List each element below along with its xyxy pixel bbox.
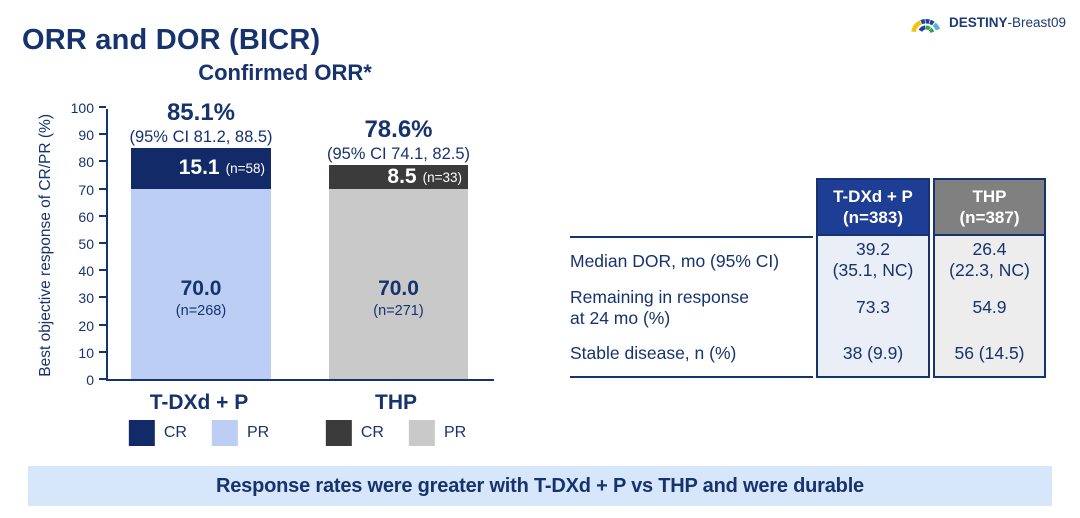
y-tick-mark: [99, 323, 106, 326]
destiny-fan-icon: [911, 19, 941, 33]
x-category-label: THP: [375, 391, 417, 414]
legend-swatch-pr: [211, 420, 238, 446]
legend-swatch-cr: [128, 420, 155, 446]
orr-total-label: 85.1%: [166, 98, 236, 126]
y-tick-mark: [99, 106, 106, 108]
y-tick-mark: [99, 187, 106, 190]
table-corner-spacer: [570, 178, 813, 236]
cr-segment: 8.5 (n=33): [329, 165, 468, 189]
pr-value: 70.0: [180, 276, 222, 300]
pr-n: (n=271): [373, 302, 424, 319]
legend-label: PR: [246, 424, 270, 441]
y-axis-label-text: Best objective response of CR/PR (%): [37, 113, 54, 377]
y-tick-mark: [99, 378, 106, 380]
orr-total-label: 78.6%: [364, 116, 433, 144]
y-tick-label: 40: [78, 263, 94, 280]
y-tick-mark: [99, 160, 106, 163]
y-tick-label: 20: [78, 317, 94, 334]
key-message-banner: Response rates were greater with T-DXd +…: [28, 466, 1052, 506]
legend-label: CR: [163, 424, 187, 441]
bar-annotation: 78.6% (95% CI 74.1, 82.5): [327, 116, 470, 165]
table-header-tdxd-p: T-DXd + P (n=383): [816, 178, 930, 236]
table-row-label: Stable disease, n (%): [570, 331, 813, 378]
y-tick-mark: [99, 269, 106, 272]
bar-tdxd-p: 85.1% (95% CI 81.2, 88.5) 15.1 (n=58) 70.0 (n…: [129, 99, 273, 379]
cr-n: (n=58): [225, 160, 265, 176]
pr-n: (n=268): [175, 302, 227, 319]
study-logo: DESTINY-Breast09: [908, 7, 1066, 37]
y-tick-label: 100: [70, 100, 94, 116]
y-tick-label: 30: [78, 290, 94, 307]
study-logo-text: DESTINY-Breast09: [949, 15, 1066, 30]
y-tick-label: 70: [78, 181, 94, 198]
table-value-thp: 26.4 (22.3, NC): [933, 236, 1046, 284]
study-name: DESTINY: [948, 14, 1008, 30]
y-tick-label: 90: [78, 127, 94, 144]
key-message-text: Response rates were greater with T-DXd +…: [216, 474, 864, 497]
y-tick-mark: [99, 350, 106, 353]
legend-group-tdxd-p: CR PR: [128, 420, 270, 446]
page-title: ORR and DOR (BICR): [22, 24, 321, 56]
cr-value: 15.1: [178, 156, 220, 180]
legend-swatch-pr: [408, 420, 435, 446]
table-row-label: Median DOR, mo (95% CI): [570, 236, 813, 284]
table-value-tdxd-p: 38 (9.9): [816, 331, 930, 378]
study-suffix: -Breast09: [1007, 14, 1066, 30]
table-row-label: Remaining in response at 24 mo (%): [570, 286, 749, 328]
chart-title: Confirmed ORR*: [198, 60, 372, 85]
legend-group-thp: CR PR: [325, 420, 467, 446]
y-tick-label: 80: [78, 154, 94, 171]
legend-swatch-cr: [325, 420, 352, 446]
table-value-tdxd-p: 39.2 (35.1, NC): [816, 236, 930, 284]
bar-thp: 78.6% (95% CI 74.1, 82.5) 8.5 (n=33) 70.0 (n=…: [327, 116, 470, 379]
y-tick-mark: [99, 214, 106, 217]
y-tick-mark: [99, 242, 106, 244]
y-tick-mark: [99, 296, 106, 299]
bar-annotation: 85.1% (95% CI 81.2, 88.5): [129, 99, 272, 148]
cr-value: 8.5: [387, 165, 417, 189]
cr-n: (n=33): [422, 169, 462, 185]
y-tick-label: 50: [78, 236, 94, 252]
table-value-tdxd-p: 73.3: [816, 284, 930, 331]
y-tick-label: 60: [78, 208, 94, 225]
dor-table: T-DXd + P (n=383) THP (n=387) Median DOR, …: [570, 178, 1046, 378]
table-value-thp: 54.9: [933, 284, 1046, 331]
legend-label: PR: [443, 424, 467, 441]
y-tick-label: 0: [86, 372, 94, 388]
x-category-label: T-DXd + P: [149, 391, 249, 414]
table-value-thp: 56 (14.5): [933, 331, 1046, 378]
cr-segment: 15.1 (n=58): [131, 147, 271, 189]
pr-segment: 70.0 (n=268): [131, 188, 271, 379]
plot-area: 0 10 20 30 40 50 60 70 80 90 100 85.1% (95% CI 81.2,…: [71, 99, 494, 388]
orr-ci-label: (95% CI 74.1, 82.5): [326, 145, 471, 164]
orr-ci-label: (95% CI 81.2, 88.5): [129, 127, 273, 146]
table-header-thp: THP (n=387): [933, 178, 1046, 236]
y-tick-label: 10: [78, 344, 94, 361]
pr-value: 70.0: [378, 276, 419, 300]
orr-chart: Confirmed ORR* Best objective response o…: [0, 0, 545, 465]
y-tick-mark: [99, 133, 106, 136]
y-axis-label: Best objective response of CR/PR (%): [36, 106, 56, 384]
pr-segment: 70.0 (n=271): [329, 188, 468, 379]
legend-label: CR: [360, 424, 384, 441]
